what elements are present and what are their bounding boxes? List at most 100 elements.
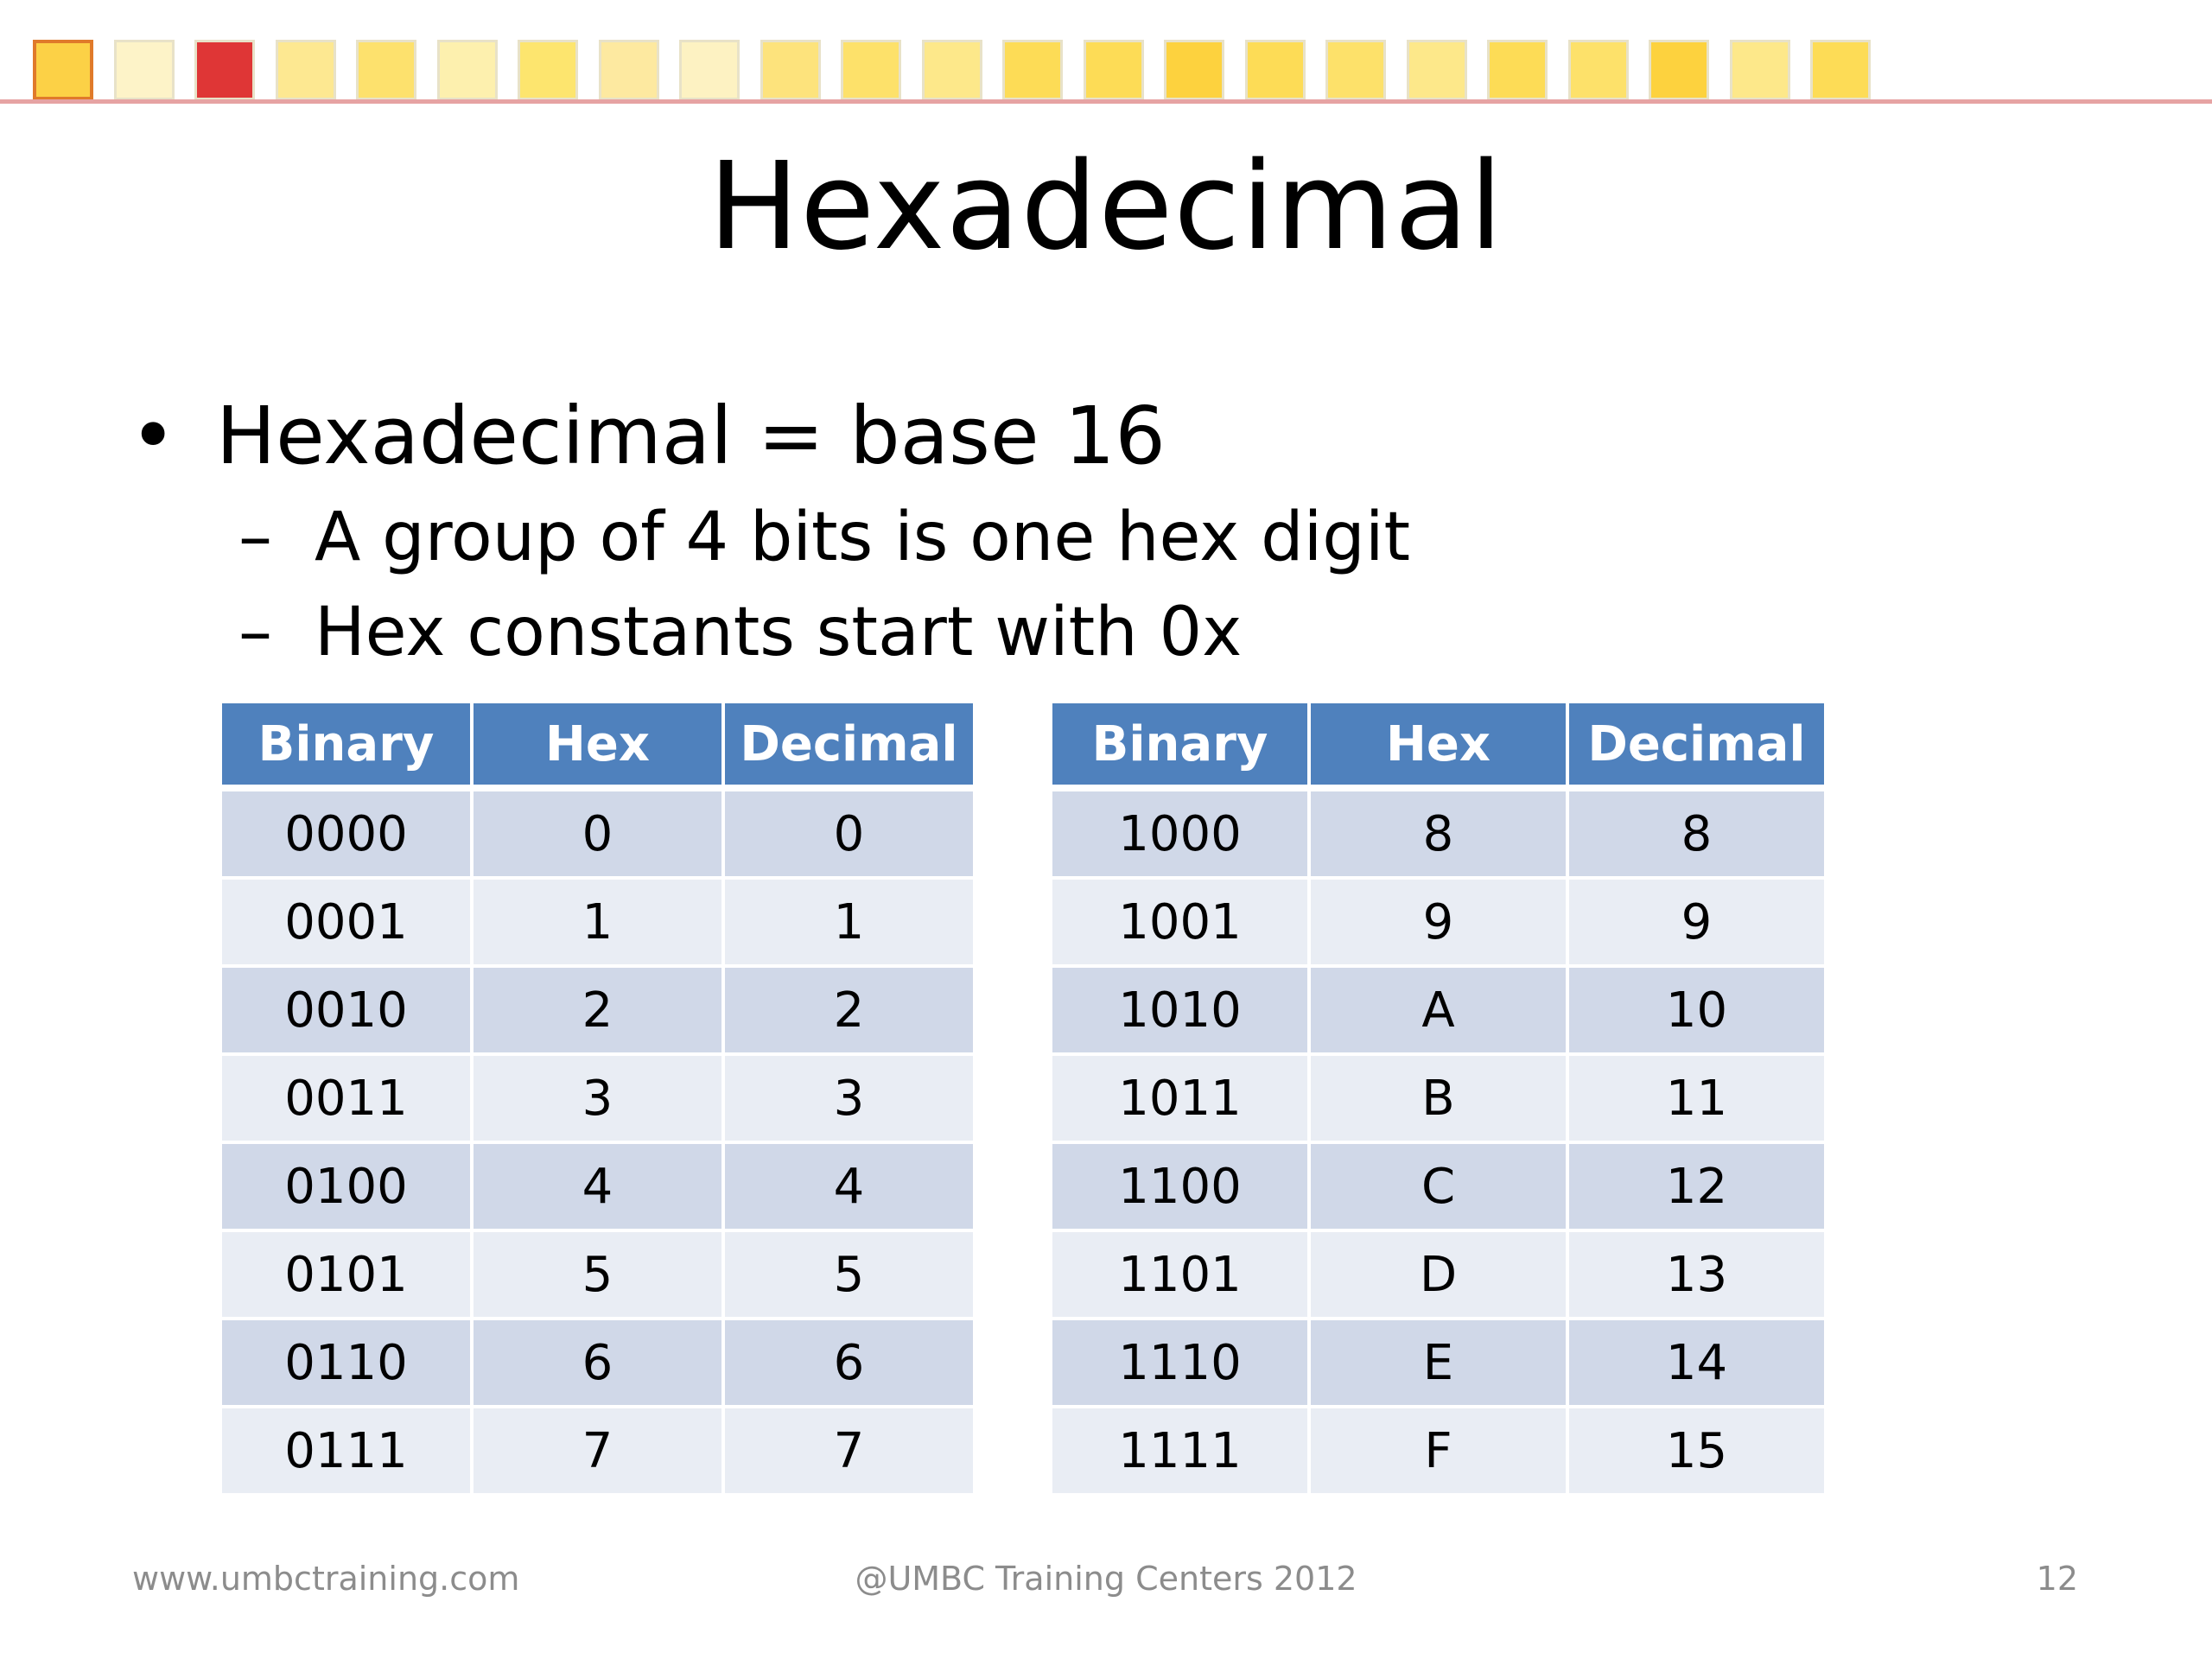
conversion-table-left: Binary Hex Decimal 0000 0 0 0001 1 1 001…: [219, 700, 976, 1497]
hex-cell: 5: [474, 1232, 721, 1317]
decorative-square: [679, 40, 740, 100]
footer-website: www.umbctraining.com: [132, 1560, 520, 1598]
decimal-cell: 12: [1569, 1144, 1824, 1229]
slide-title: Hexadecimal: [708, 137, 1504, 277]
table-row: 1011 B 11: [1052, 1056, 1824, 1141]
decorative-square: [518, 40, 578, 100]
decorative-square: [113, 40, 175, 100]
table-row: 0110 6 6: [222, 1320, 973, 1405]
table-header-row: Binary Hex Decimal: [222, 703, 973, 788]
decorative-square: [921, 40, 982, 100]
decorative-square: [1406, 40, 1467, 100]
header-rule: [0, 99, 2212, 104]
hex-cell: 9: [1311, 880, 1566, 964]
hex-cell: 8: [1311, 791, 1566, 876]
binary-cell: 0001: [222, 880, 470, 964]
decimal-cell: 3: [725, 1056, 973, 1141]
hex-cell: B: [1311, 1056, 1566, 1141]
decorative-square: [1164, 40, 1224, 100]
decorative-square: [1325, 40, 1386, 100]
decorative-square: [1649, 40, 1709, 100]
footer-copyright: @UMBC Training Centers 2012: [855, 1560, 1357, 1598]
bullet-dot-icon: •: [130, 390, 177, 482]
table-row: 0111 7 7: [222, 1408, 973, 1493]
table-row: 0100 4 4: [222, 1144, 973, 1229]
decorative-square: [1810, 40, 1871, 100]
column-header-decimal: Decimal: [1569, 703, 1824, 788]
subbullet-1-text: A group of 4 bits is one hex digit: [315, 499, 1411, 576]
decorative-square: [356, 40, 416, 100]
table-row: 0011 3 3: [222, 1056, 973, 1141]
table-header-row: Binary Hex Decimal: [1052, 703, 1824, 788]
table-row: 1111 F 15: [1052, 1408, 1824, 1493]
decorative-square-strip: [0, 0, 2212, 121]
hex-cell: 6: [474, 1320, 721, 1405]
table-row: 1001 9 9: [1052, 880, 1824, 964]
table-row: 0001 1 1: [222, 880, 973, 964]
table-row: 1100 C 12: [1052, 1144, 1824, 1229]
decorative-square: [194, 40, 255, 100]
binary-cell: 0100: [222, 1144, 470, 1229]
hex-cell: F: [1311, 1408, 1566, 1493]
decimal-cell: 10: [1569, 968, 1824, 1052]
decorative-square: [1567, 40, 1629, 100]
decimal-cell: 2: [725, 968, 973, 1052]
hex-cell: 0: [474, 791, 721, 876]
hex-cell: 7: [474, 1408, 721, 1493]
decimal-cell: 6: [725, 1320, 973, 1405]
hex-cell: E: [1311, 1320, 1566, 1405]
binary-cell: 1000: [1052, 791, 1307, 876]
table-row: 1000 8 8: [1052, 791, 1824, 876]
decimal-cell: 0: [725, 791, 973, 876]
decorative-square: [1729, 40, 1790, 100]
decimal-cell: 11: [1569, 1056, 1824, 1141]
column-header-hex: Hex: [1311, 703, 1566, 788]
table-row: 0000 0 0: [222, 791, 973, 876]
binary-cell: 1010: [1052, 968, 1307, 1052]
decimal-cell: 8: [1569, 791, 1824, 876]
subbullet-2-text: Hex constants start with 0x: [315, 594, 1243, 671]
table-row: 1010 A 10: [1052, 968, 1824, 1052]
decimal-cell: 14: [1569, 1320, 1824, 1405]
decimal-cell: 13: [1569, 1232, 1824, 1317]
hex-cell: 1: [474, 880, 721, 964]
column-header-decimal: Decimal: [725, 703, 973, 788]
binary-cell: 1100: [1052, 1144, 1307, 1229]
binary-cell: 1110: [1052, 1320, 1307, 1405]
table-row: 0010 2 2: [222, 968, 973, 1052]
decorative-square: [841, 40, 901, 100]
decorative-square: [33, 40, 93, 100]
column-header-binary: Binary: [222, 703, 470, 788]
table-row: 0101 5 5: [222, 1232, 973, 1317]
decorative-square: [275, 40, 336, 100]
decorative-square: [1244, 40, 1306, 100]
hex-cell: A: [1311, 968, 1566, 1052]
decorative-square: [760, 40, 821, 100]
bullet-main-text: Hexadecimal = base 16: [216, 390, 1166, 482]
conversion-table-right: Binary Hex Decimal 1000 8 8 1001 9 9 101…: [1049, 700, 1827, 1497]
decorative-square: [436, 40, 498, 100]
slide-number: 12: [2036, 1560, 2078, 1598]
decorative-square: [598, 40, 659, 100]
binary-cell: 0101: [222, 1232, 470, 1317]
decimal-cell: 5: [725, 1232, 973, 1317]
decimal-cell: 9: [1569, 880, 1824, 964]
binary-cell: 1111: [1052, 1408, 1307, 1493]
binary-cell: 1001: [1052, 880, 1307, 964]
hex-cell: 4: [474, 1144, 721, 1229]
binary-cell: 1011: [1052, 1056, 1307, 1141]
subbullet-dash-icon: –: [238, 499, 272, 576]
column-header-binary: Binary: [1052, 703, 1307, 788]
table-row: 1101 D 13: [1052, 1232, 1824, 1317]
table-row: 1110 E 14: [1052, 1320, 1824, 1405]
binary-cell: 1101: [1052, 1232, 1307, 1317]
hex-cell: D: [1311, 1232, 1566, 1317]
binary-cell: 0110: [222, 1320, 470, 1405]
hex-cell: 3: [474, 1056, 721, 1141]
binary-cell: 0011: [222, 1056, 470, 1141]
subbullet-dash-icon: –: [238, 594, 272, 671]
binary-cell: 0111: [222, 1408, 470, 1493]
decimal-cell: 15: [1569, 1408, 1824, 1493]
decimal-cell: 7: [725, 1408, 973, 1493]
decorative-square: [1002, 40, 1063, 100]
